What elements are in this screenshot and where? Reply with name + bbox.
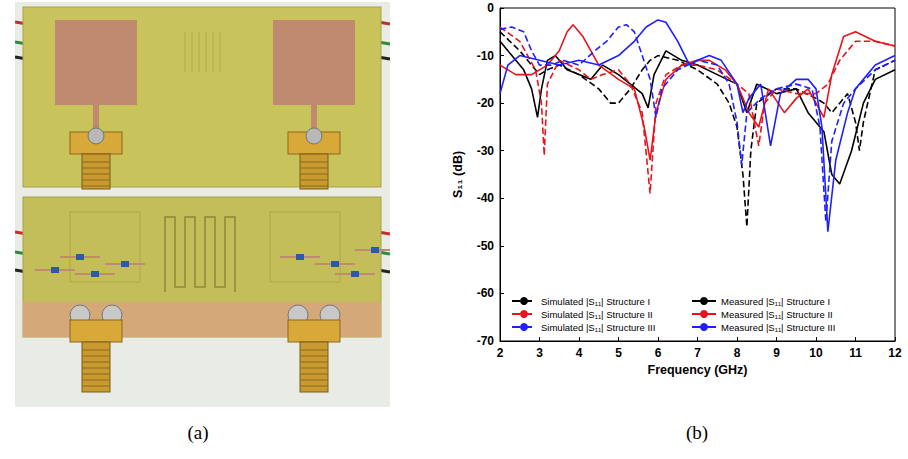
svg-text:-60: -60 bbox=[477, 286, 495, 300]
svg-text:Simulated |S₁₁| Structure I: Simulated |S₁₁| Structure I bbox=[541, 296, 650, 307]
svg-text:6: 6 bbox=[655, 346, 662, 360]
svg-text:12: 12 bbox=[888, 346, 902, 360]
html-text:(b): (b) bbox=[685, 422, 709, 443]
svg-text:Simulated |S₁₁| Structure II: Simulated |S₁₁| Structure II bbox=[541, 309, 653, 320]
svg-text:2: 2 bbox=[497, 346, 504, 360]
svg-text:4: 4 bbox=[576, 346, 583, 360]
svg-text:-10: -10 bbox=[477, 49, 495, 63]
svg-text:Measured |S₁₁| Structure III: Measured |S₁₁| Structure III bbox=[721, 322, 835, 333]
svg-text:3: 3 bbox=[536, 346, 543, 360]
svg-text:-30: -30 bbox=[477, 144, 495, 158]
svg-text:11: 11 bbox=[849, 346, 862, 360]
svg-text:9: 9 bbox=[773, 346, 780, 360]
svg-text:10: 10 bbox=[809, 346, 823, 360]
svg-text:Measured |S₁₁| Structure II: Measured |S₁₁| Structure II bbox=[721, 309, 833, 320]
svg-text:0: 0 bbox=[487, 1, 494, 15]
svg-text:5: 5 bbox=[615, 346, 622, 360]
svg-text:8: 8 bbox=[734, 346, 741, 360]
html-text:(a): (a) bbox=[187, 422, 209, 443]
svg-text:-70: -70 bbox=[477, 334, 495, 348]
svg-text:S₁₁ (dB): S₁₁ (dB) bbox=[451, 151, 465, 198]
svg-text:-50: -50 bbox=[477, 239, 495, 253]
svg-text:7: 7 bbox=[694, 346, 701, 360]
svg-text:-40: -40 bbox=[477, 191, 495, 205]
svg-text:Simulated |S₁₁| Structure III: Simulated |S₁₁| Structure III bbox=[541, 322, 655, 333]
svg-text:Frequency (GHz): Frequency (GHz) bbox=[647, 363, 747, 377]
svg-text:-20: -20 bbox=[477, 96, 495, 110]
svg-text:Measured |S₁₁| Structure I: Measured |S₁₁| Structure I bbox=[721, 296, 830, 307]
